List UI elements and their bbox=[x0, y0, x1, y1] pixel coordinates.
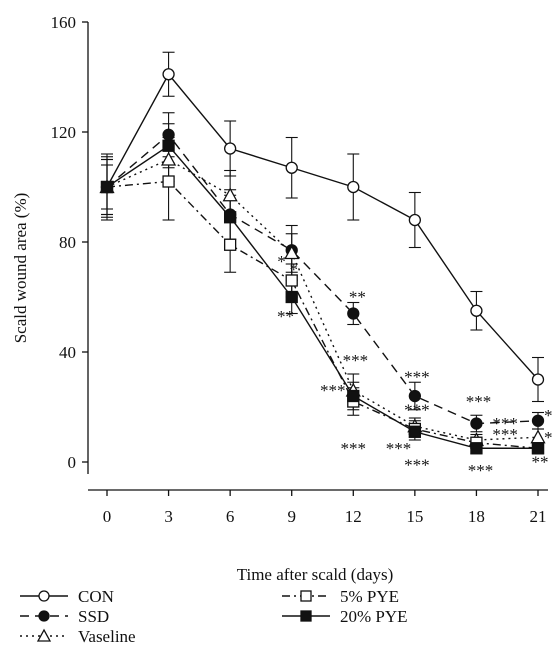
x-tick-label: 3 bbox=[164, 507, 173, 526]
x-tick-label: 15 bbox=[406, 507, 423, 526]
legend-item: Vaseline bbox=[20, 627, 136, 646]
significance-marker: *** bbox=[466, 392, 492, 411]
legend-marker bbox=[38, 610, 50, 622]
data-point bbox=[285, 161, 298, 174]
significance-marker: *** bbox=[404, 455, 430, 474]
series-line-3 bbox=[106, 180, 539, 449]
significance-marker: ** bbox=[277, 307, 294, 326]
significance-marker: *** bbox=[343, 351, 369, 370]
data-point bbox=[408, 389, 422, 403]
axes: 0 40 80 120 160 0 3 6 9 12 15 18 21 bbox=[51, 13, 548, 526]
data-point bbox=[408, 213, 422, 227]
significance-marker: * bbox=[277, 252, 286, 271]
data-point bbox=[531, 414, 545, 427]
data-point bbox=[162, 139, 175, 152]
data-point bbox=[223, 142, 237, 155]
series-markers bbox=[99, 68, 546, 455]
series-lines bbox=[106, 73, 539, 449]
series-line-4 bbox=[106, 144, 538, 449]
y-tick-label: 40 bbox=[59, 343, 76, 362]
legend-label: 20% PYE bbox=[340, 607, 408, 626]
significance-marker: * bbox=[544, 406, 553, 425]
significance-marker: * bbox=[544, 428, 553, 447]
legend-marker bbox=[300, 590, 312, 602]
significance-marker: *** bbox=[492, 414, 518, 433]
y-tick-label: 0 bbox=[68, 453, 77, 472]
x-tick-label: 12 bbox=[345, 507, 362, 526]
data-point bbox=[285, 290, 298, 304]
series-line-1 bbox=[106, 133, 539, 425]
data-point bbox=[408, 425, 422, 438]
y-tick-label: 120 bbox=[51, 123, 77, 142]
significance-marker: *** bbox=[386, 439, 412, 458]
series-line-0 bbox=[106, 73, 539, 380]
data-point bbox=[470, 442, 483, 455]
x-tick-label: 9 bbox=[287, 507, 296, 526]
data-point bbox=[162, 68, 175, 81]
legend-label: 5% PYE bbox=[340, 587, 399, 606]
data-point bbox=[285, 274, 298, 287]
legend-item: SSD bbox=[20, 607, 109, 626]
legend-item: 5% PYE bbox=[282, 587, 399, 606]
x-tick-label: 6 bbox=[226, 507, 235, 526]
y-tick-label: 80 bbox=[59, 233, 76, 252]
legend-label: CON bbox=[78, 587, 114, 606]
data-point bbox=[347, 307, 360, 320]
legend-marker bbox=[300, 610, 312, 622]
x-tick-label: 21 bbox=[530, 507, 547, 526]
significance-marker: *** bbox=[404, 367, 430, 386]
significance-marker: *** bbox=[404, 400, 430, 419]
significance-marker: *** bbox=[468, 461, 494, 480]
data-point bbox=[347, 180, 360, 194]
significance-marker: *** bbox=[320, 381, 346, 400]
y-tick-label: 160 bbox=[51, 13, 77, 32]
data-point bbox=[531, 373, 545, 386]
data-point bbox=[223, 211, 237, 224]
x-tick-label: 18 bbox=[468, 507, 485, 526]
significance-marker: *** bbox=[341, 439, 367, 458]
data-point bbox=[531, 442, 545, 455]
legend-marker bbox=[36, 628, 52, 642]
data-point bbox=[347, 389, 360, 403]
data-point bbox=[530, 429, 546, 444]
significance-marker: * bbox=[290, 260, 299, 279]
legend-marker bbox=[38, 590, 50, 602]
data-point bbox=[223, 238, 237, 251]
legend-item: 20% PYE bbox=[282, 607, 408, 626]
data-point bbox=[470, 417, 483, 430]
series-line-2 bbox=[106, 158, 539, 441]
data-point bbox=[222, 187, 238, 202]
data-point bbox=[470, 304, 483, 317]
y-axis-label: Scald wound area (%) bbox=[11, 193, 30, 344]
significance-marker: *** bbox=[492, 425, 518, 444]
data-point bbox=[100, 180, 114, 194]
significance-annotations: * ************** *************************… bbox=[277, 252, 552, 480]
significance-marker: ** bbox=[349, 288, 366, 307]
legend-label: SSD bbox=[78, 607, 109, 626]
data-point bbox=[160, 151, 177, 166]
significance-marker: ** bbox=[532, 453, 549, 472]
legend-label: Vaseline bbox=[78, 627, 136, 646]
legend-item: CON bbox=[20, 587, 114, 606]
x-axis-label: Time after scald (days) bbox=[237, 565, 394, 584]
x-tick-label: 0 bbox=[103, 507, 112, 526]
data-point bbox=[162, 128, 175, 141]
data-point bbox=[284, 245, 300, 260]
data-point bbox=[162, 175, 175, 188]
